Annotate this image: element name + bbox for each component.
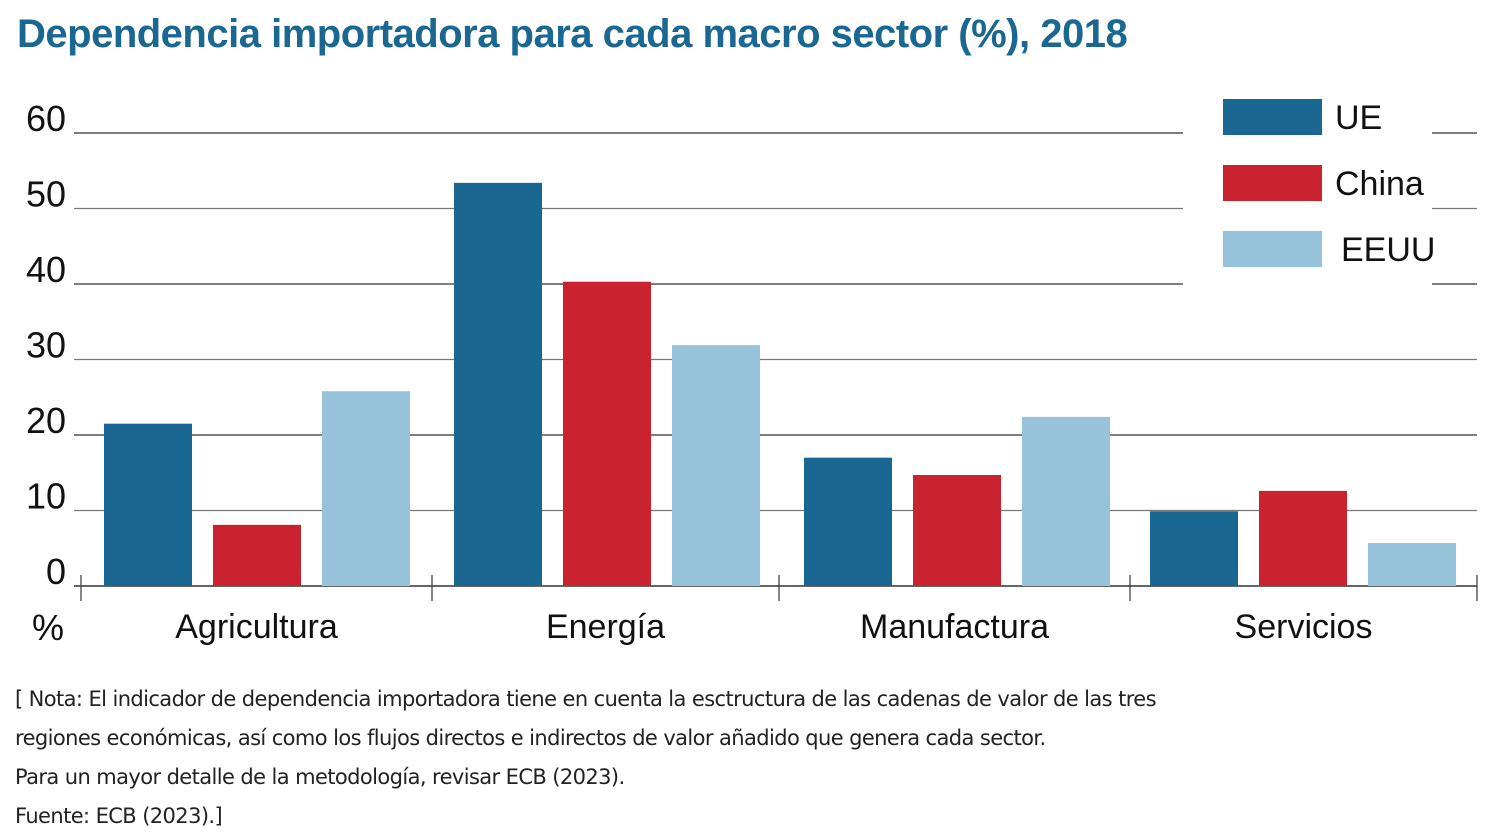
y-tick-label: 0 xyxy=(46,551,66,592)
bar-ue-agricultura xyxy=(104,423,192,586)
legend: UE China EEUU xyxy=(1223,99,1435,269)
x-category-label: Manufactura xyxy=(860,608,1049,646)
bar-ue-energía xyxy=(454,182,542,586)
note-line: Para un mayor detalle de la metodología,… xyxy=(15,765,625,789)
legend-swatch-eeuu xyxy=(1223,231,1322,267)
y-tick-label: 30 xyxy=(26,325,66,366)
bar-china-manufactura xyxy=(913,475,1001,586)
bar-chart: 0 10 20 30 40 50 60 Agricultura Energía Manufact… xyxy=(26,98,1478,648)
x-category-label: Agricultura xyxy=(175,608,338,646)
source-notes: [ Nota: El indicador de dependencia impo… xyxy=(15,680,1157,836)
note-line: Fuente: ECB (2023).] xyxy=(15,804,223,828)
note-line: [ Nota: El indicador de dependencia impo… xyxy=(15,687,1157,711)
chart-title: Dependencia importadora para cada macro … xyxy=(17,12,1128,56)
legend-swatch-ue xyxy=(1223,99,1322,135)
y-tick-label: 60 xyxy=(26,98,66,139)
legend-swatch-china xyxy=(1223,165,1322,201)
bar-eeuu-agricultura xyxy=(322,391,410,586)
bar-eeuu-manufactura xyxy=(1022,416,1110,586)
legend-label-ue: UE xyxy=(1335,99,1382,137)
bar-eeuu-energía xyxy=(672,345,760,586)
y-tick-label: 20 xyxy=(26,400,66,441)
x-category-label: Servicios xyxy=(1235,608,1373,646)
y-axis-ticks: 0 10 20 30 40 50 60 xyxy=(26,98,66,592)
bar-ue-servicios xyxy=(1150,511,1238,586)
bar-china-servicios xyxy=(1259,490,1347,586)
y-tick-label: 40 xyxy=(26,249,66,290)
gridlines xyxy=(74,132,1477,587)
y-tick-label: 50 xyxy=(26,174,66,215)
bars xyxy=(104,182,1456,586)
legend-label-eeuu: EEUU xyxy=(1341,231,1435,269)
legend-label-china: China xyxy=(1335,165,1424,203)
bar-ue-manufactura xyxy=(804,457,892,586)
x-axis: Agricultura Energía Manufactura Servicios xyxy=(80,575,1478,646)
bar-eeuu-servicios xyxy=(1368,542,1456,586)
bar-china-agricultura xyxy=(213,524,301,586)
note-line: regiones económicas, así como los flujos… xyxy=(15,726,1046,750)
x-category-label: Energía xyxy=(546,608,665,646)
y-tick-label: 10 xyxy=(26,476,66,517)
bar-china-energía xyxy=(563,281,651,586)
y-axis-unit-label: % xyxy=(32,607,64,648)
